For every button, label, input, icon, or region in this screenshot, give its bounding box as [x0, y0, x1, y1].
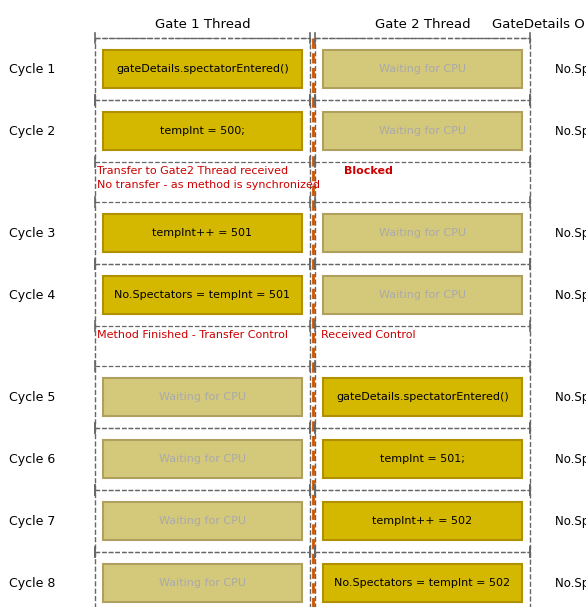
Text: No.Spectators = 500: No.Spectators = 500	[555, 226, 586, 240]
Text: Waiting for CPU: Waiting for CPU	[379, 290, 466, 300]
FancyBboxPatch shape	[103, 378, 302, 416]
Text: gateDetails.spectatorEntered(): gateDetails.spectatorEntered()	[336, 392, 509, 402]
FancyBboxPatch shape	[323, 50, 522, 88]
Text: No.Spectators = 501: No.Spectators = 501	[555, 288, 586, 302]
Text: Waiting for CPU: Waiting for CPU	[159, 454, 246, 464]
Text: Cycle 5: Cycle 5	[9, 390, 55, 404]
Text: Waiting for CPU: Waiting for CPU	[159, 516, 246, 526]
Text: tempInt = 500;: tempInt = 500;	[160, 126, 245, 136]
Text: tempInt = 501;: tempInt = 501;	[380, 454, 465, 464]
Text: tempInt++ = 501: tempInt++ = 501	[152, 228, 253, 238]
Text: Cycle 6: Cycle 6	[9, 452, 55, 466]
Text: No.Spectators = 500: No.Spectators = 500	[555, 124, 586, 138]
Text: GateDetails Object: GateDetails Object	[492, 18, 586, 31]
Text: No.Spectators = tempInt = 501: No.Spectators = tempInt = 501	[114, 290, 291, 300]
FancyBboxPatch shape	[323, 214, 522, 252]
Text: Blocked: Blocked	[345, 166, 393, 176]
Text: Gate 1 Thread: Gate 1 Thread	[155, 18, 250, 31]
FancyBboxPatch shape	[103, 112, 302, 150]
Text: Cycle 2: Cycle 2	[9, 124, 55, 138]
Text: Waiting for CPU: Waiting for CPU	[379, 228, 466, 238]
Text: Method Finished - Transfer Control: Method Finished - Transfer Control	[97, 330, 288, 340]
FancyBboxPatch shape	[323, 440, 522, 478]
FancyBboxPatch shape	[103, 276, 302, 314]
Text: Waiting for CPU: Waiting for CPU	[159, 392, 246, 402]
FancyBboxPatch shape	[323, 564, 522, 602]
Text: Transfer to Gate2 Thread received
No transfer - as method is synchronized: Transfer to Gate2 Thread received No tra…	[97, 166, 320, 190]
Text: Gate 2 Thread: Gate 2 Thread	[374, 18, 471, 31]
Text: No.Spectators = 500: No.Spectators = 500	[555, 63, 586, 75]
Text: No.Spectators = 502: No.Spectators = 502	[555, 577, 586, 589]
FancyBboxPatch shape	[103, 214, 302, 252]
Text: Waiting for CPU: Waiting for CPU	[379, 126, 466, 136]
Text: gateDetails.spectatorEntered(): gateDetails.spectatorEntered()	[116, 64, 289, 74]
Text: Cycle 8: Cycle 8	[9, 577, 55, 589]
Text: Cycle 3: Cycle 3	[9, 226, 55, 240]
Text: Cycle 4: Cycle 4	[9, 288, 55, 302]
FancyBboxPatch shape	[103, 440, 302, 478]
Text: No.Spectators = tempInt = 502: No.Spectators = tempInt = 502	[335, 578, 510, 588]
Text: No.Spectators = 501: No.Spectators = 501	[555, 515, 586, 527]
Text: Cycle 7: Cycle 7	[9, 515, 55, 527]
FancyBboxPatch shape	[323, 378, 522, 416]
FancyBboxPatch shape	[323, 502, 522, 540]
Text: No.Spectators = 501: No.Spectators = 501	[555, 390, 586, 404]
Text: Waiting for CPU: Waiting for CPU	[159, 578, 246, 588]
Text: tempInt++ = 502: tempInt++ = 502	[373, 516, 472, 526]
FancyBboxPatch shape	[103, 502, 302, 540]
Text: Received Control: Received Control	[322, 330, 416, 340]
FancyBboxPatch shape	[103, 564, 302, 602]
FancyBboxPatch shape	[103, 50, 302, 88]
Text: Cycle 1: Cycle 1	[9, 63, 55, 75]
Text: Waiting for CPU: Waiting for CPU	[379, 64, 466, 74]
FancyBboxPatch shape	[323, 276, 522, 314]
Text: No.Spectators = 501: No.Spectators = 501	[555, 452, 586, 466]
FancyBboxPatch shape	[323, 112, 522, 150]
